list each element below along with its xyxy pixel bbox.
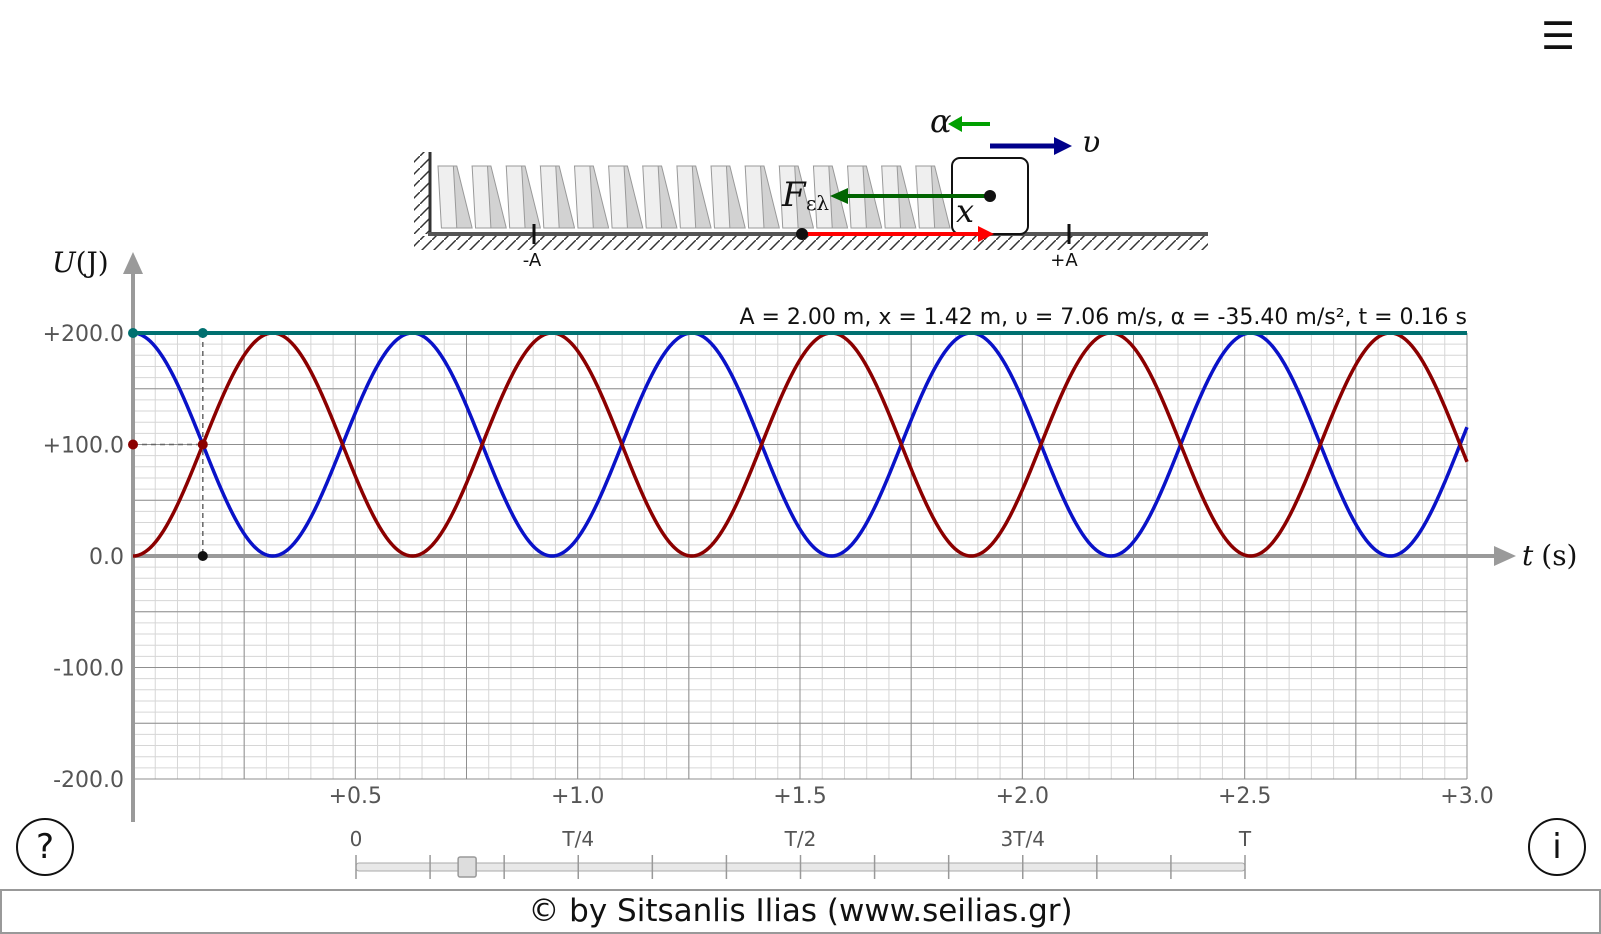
slider-tick-label: T/4 <box>561 827 594 851</box>
x-tick-label: +0.5 <box>329 784 382 809</box>
slider-tick-label: T/2 <box>784 827 817 851</box>
potential-energy-line <box>132 331 1469 558</box>
y-tick-label: -100.0 <box>53 657 124 682</box>
velocity-arrowhead <box>1054 137 1072 155</box>
spring-coil-front <box>437 165 458 229</box>
y-tick-label: +100.0 <box>43 434 124 459</box>
slider-tick-label: 3T/4 <box>1001 827 1045 851</box>
y-axis-title: U(J) <box>52 246 109 279</box>
x-axis-symbol: t <box>1522 539 1534 572</box>
displacement-arrowhead <box>978 226 994 242</box>
slider-thumb[interactable] <box>457 856 477 878</box>
plus-A-label: +A <box>1050 250 1078 271</box>
info-button[interactable]: i <box>1528 818 1586 876</box>
potential-energy-axis-point <box>128 439 138 450</box>
x-label: x <box>956 192 974 230</box>
time-axis-point <box>197 551 208 561</box>
spring-coil-front <box>778 165 799 229</box>
y-axis-symbol: U <box>52 246 77 279</box>
help-button[interactable]: ? <box>16 818 74 876</box>
block-center-dot <box>984 190 996 202</box>
force-arrowhead <box>830 188 848 204</box>
spring-coil-front <box>744 165 765 229</box>
spring-coil-front <box>471 165 492 229</box>
y-tick-label: -200.0 <box>53 768 124 793</box>
x-tick-label: +2.0 <box>996 784 1049 809</box>
menu-button[interactable]: ☰ <box>1536 14 1580 58</box>
y-axis-unit: (J) <box>76 246 109 279</box>
y-axis-arrowhead <box>123 252 143 274</box>
wall-hatching <box>414 152 430 234</box>
spring-coil-front <box>574 165 594 229</box>
series-layer <box>132 331 1469 558</box>
axes <box>123 252 1516 822</box>
time-slider[interactable]: 0 T/4 T/2 3T/4 T <box>350 827 1252 879</box>
marker-layer <box>128 328 208 561</box>
x-axis-arrowhead <box>1494 546 1516 566</box>
spring-coil-front <box>505 165 526 229</box>
slider-tick-label: T <box>1238 827 1252 851</box>
spring-coil-front <box>642 165 663 229</box>
x-tick-label: +2.5 <box>1218 784 1271 809</box>
spring-coil-front <box>539 165 560 229</box>
tick-labels: +200.0 +100.0 0.0 -100.0 -200.0 +0.5 +1.0 +1.5 +… <box>43 322 1494 809</box>
spring-mechanism: -A +A α υ F ελ x <box>414 102 1208 271</box>
total-energy-axis-point <box>128 328 138 338</box>
total-energy-point <box>197 328 208 338</box>
acceleration-arrowhead <box>948 116 962 132</box>
y-tick-label: 0.0 <box>89 545 124 570</box>
alpha-label: α <box>930 102 952 140</box>
minus-A-label: -A <box>523 250 542 271</box>
spring-coil-front <box>676 165 697 229</box>
potential-energy-point <box>197 439 208 450</box>
floor-hatching <box>414 236 1208 250</box>
x-axis-unit: (s) <box>1541 539 1577 572</box>
spring-coil-front <box>812 165 833 229</box>
footer-credit: © by Sitsanlis Ilias (www.seilias.gr) <box>0 889 1601 934</box>
energy-chart: +200.0 +100.0 0.0 -100.0 -200.0 +0.5 +1.0 +1.5 +… <box>43 246 1577 822</box>
x-axis-title: t (s) <box>1522 539 1577 572</box>
spring-coil-front <box>710 165 731 229</box>
spring-coil-front <box>608 165 628 229</box>
force-subscript: ελ <box>806 191 829 215</box>
equilibrium-dot <box>796 228 808 240</box>
slider-ticks: 0 T/4 T/2 3T/4 T <box>350 827 1252 879</box>
x-tick-label: +3.0 <box>1440 784 1493 809</box>
state-readout: A = 2.00 m, x = 1.42 m, υ = 7.06 m/s, α … <box>739 305 1467 330</box>
spring <box>437 165 951 229</box>
x-tick-label: +1.0 <box>551 784 604 809</box>
y-tick-label: +200.0 <box>43 322 124 347</box>
velocity-label: υ <box>1082 125 1100 160</box>
x-tick-label: +1.5 <box>773 784 826 809</box>
slider-tick-label: 0 <box>350 827 363 851</box>
hamburger-menu-icon: ☰ <box>1540 14 1576 58</box>
force-label: F <box>781 175 807 215</box>
